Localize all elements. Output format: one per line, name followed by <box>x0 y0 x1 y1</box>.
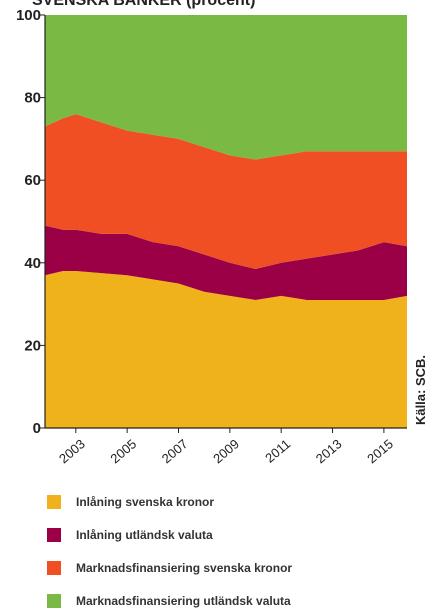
area <box>45 225 407 300</box>
x-tick-label: 2013 <box>313 436 345 466</box>
source: Källa: SCB. <box>413 355 427 425</box>
legend-label: Marknadsfinansiering svenska kronor <box>76 561 292 575</box>
y-tick-label: 100 <box>16 7 41 24</box>
area <box>45 271 407 428</box>
legend-swatch <box>47 528 61 542</box>
legend-label: Inlåning utländsk valuta <box>76 528 213 542</box>
chart-title: SVENSKA BANKER (procent) <box>32 0 255 9</box>
x-tick-label: 2011 <box>262 436 293 465</box>
legend-label: Inlåning svenska kronor <box>76 495 214 509</box>
area <box>45 15 407 160</box>
y-tick-label: 40 <box>24 255 41 272</box>
y-tick-label: 80 <box>24 90 41 107</box>
x-tick-label: 2009 <box>210 436 242 466</box>
y-tick-label: 0 <box>33 420 41 437</box>
x-tick-label: 2003 <box>56 436 88 466</box>
area <box>45 114 407 269</box>
y-tick-label: 20 <box>24 337 41 354</box>
legend-label: Marknadsfinansiering utländsk valuta <box>76 594 291 608</box>
legend-swatch <box>47 495 61 509</box>
x-tick-label: 2015 <box>364 436 396 466</box>
legend-swatch <box>47 594 61 608</box>
x-tick-label: 2005 <box>107 436 139 466</box>
x-tick-label: 2007 <box>159 436 191 466</box>
legend-swatch <box>47 561 61 575</box>
y-tick-label: 60 <box>24 172 41 189</box>
